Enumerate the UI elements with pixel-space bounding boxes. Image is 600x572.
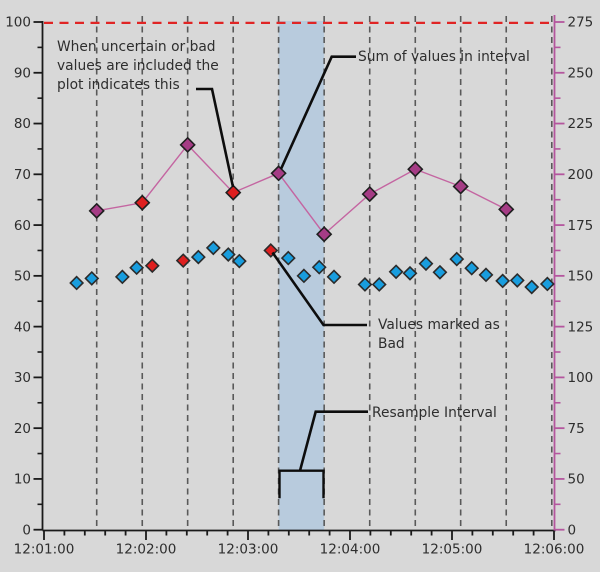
scatter-point bbox=[129, 260, 145, 276]
y-left-tick-label: 10 bbox=[14, 472, 31, 488]
annotation-bad: Values marked as Bad bbox=[271, 251, 500, 352]
scatter-point bbox=[311, 259, 327, 275]
x-tick-label: 12:03:00 bbox=[218, 542, 279, 558]
scatter-point bbox=[418, 256, 434, 272]
y-right-tick-label: 225 bbox=[568, 116, 594, 132]
scatter-point bbox=[114, 269, 130, 285]
scatter-point bbox=[280, 250, 296, 266]
y-left-tick-label: 20 bbox=[14, 421, 31, 437]
scatter-point bbox=[432, 264, 448, 280]
annotation-sum-text: Sum of values in interval bbox=[358, 49, 530, 65]
annotation-sum: Sum of values in interval bbox=[279, 49, 530, 170]
scatter-point bbox=[495, 273, 511, 289]
scatter-point bbox=[220, 247, 236, 262]
annotation-leader-line bbox=[196, 87, 235, 188]
y-left-tick-label: 90 bbox=[14, 65, 31, 81]
x-tick-label: 12:02:00 bbox=[116, 542, 177, 558]
scatter-point bbox=[357, 277, 373, 292]
annotation-resample-text: Resample Interval bbox=[372, 405, 497, 421]
y-right-tick-label: 175 bbox=[568, 218, 594, 234]
scatter-point bbox=[371, 277, 387, 292]
y-right-tick-label: 75 bbox=[568, 421, 585, 437]
gridlines bbox=[95, 16, 553, 530]
y-left-tick-label: 40 bbox=[14, 319, 31, 335]
sum-line-series bbox=[88, 136, 515, 243]
y-right-tick-label: 0 bbox=[568, 522, 577, 538]
annotation-bad-text: Values marked as Bad bbox=[378, 317, 500, 352]
y-left-tick-label: 30 bbox=[14, 370, 31, 386]
scatter-point-bad bbox=[144, 258, 160, 274]
y-axis-right: 275 250 225 200 175 150 125 100 75 50 0 bbox=[553, 15, 594, 538]
y-right-tick-label: 100 bbox=[568, 370, 594, 386]
y-right-tick-label: 275 bbox=[568, 15, 594, 31]
x-axis: 12:01:00 12:02:00 12:03:00 12:04:00 12:05:00… bbox=[14, 529, 585, 558]
scatter-point bbox=[388, 264, 404, 280]
y-right-tick-label: 50 bbox=[568, 472, 585, 488]
annotation-leader-line bbox=[279, 55, 356, 170]
y-left-tick-label: 0 bbox=[22, 522, 31, 538]
annotation-uncertain: When uncertain or bad values are included… bbox=[57, 39, 235, 188]
y-right-tick-label: 125 bbox=[568, 319, 594, 335]
scatter-point bbox=[296, 268, 312, 284]
scatter-point-bad bbox=[175, 253, 191, 269]
y-right-tick-label: 150 bbox=[568, 269, 594, 285]
scatter-point bbox=[524, 279, 540, 295]
x-tick-label: 12:05:00 bbox=[422, 542, 483, 558]
annotation-resample: Resample Interval bbox=[278, 405, 497, 499]
y-right-tick-label: 200 bbox=[568, 167, 594, 183]
y-left-tick-label: 80 bbox=[14, 116, 31, 132]
scatter-point bbox=[205, 240, 221, 256]
scatter-point bbox=[84, 270, 100, 286]
scatter-point bbox=[326, 269, 342, 285]
sum-point bbox=[270, 165, 287, 182]
sum-point bbox=[498, 201, 515, 218]
y-left-tick-label: 70 bbox=[14, 167, 31, 183]
sum-point bbox=[361, 185, 378, 203]
scatter-point bbox=[539, 276, 555, 292]
sum-point-bad bbox=[225, 184, 242, 201]
annotation-uncertain-text: When uncertain or bad values are included… bbox=[57, 39, 219, 93]
sum-point bbox=[179, 136, 196, 153]
sample-scatter-series bbox=[69, 240, 555, 295]
x-tick-label: 12:01:00 bbox=[14, 542, 75, 558]
y-left-tick-label: 50 bbox=[14, 269, 31, 285]
sum-point bbox=[88, 202, 105, 219]
scatter-point bbox=[449, 251, 465, 267]
resample-bracket bbox=[278, 469, 325, 499]
scatter-point bbox=[69, 275, 85, 291]
sum-point-bad bbox=[134, 194, 151, 211]
annotation-leader-line bbox=[298, 410, 368, 472]
sum-point bbox=[316, 226, 333, 243]
sum-point bbox=[452, 178, 469, 195]
x-tick-label: 12:04:00 bbox=[320, 542, 381, 558]
sum-point bbox=[407, 161, 424, 178]
annotation-leader-line bbox=[271, 251, 367, 327]
y-left-tick-label: 60 bbox=[14, 218, 31, 234]
y-left-tick-label: 100 bbox=[5, 15, 31, 31]
scatter-point bbox=[478, 267, 494, 283]
scatter-point bbox=[464, 260, 480, 276]
scatter-point bbox=[509, 272, 525, 288]
scatter-point bbox=[402, 265, 418, 281]
sum-line bbox=[96, 143, 507, 236]
x-tick-label: 12:06:00 bbox=[524, 542, 585, 558]
scatter-point bbox=[190, 249, 206, 265]
scatter-point bbox=[231, 253, 247, 269]
y-right-tick-label: 250 bbox=[568, 65, 594, 81]
